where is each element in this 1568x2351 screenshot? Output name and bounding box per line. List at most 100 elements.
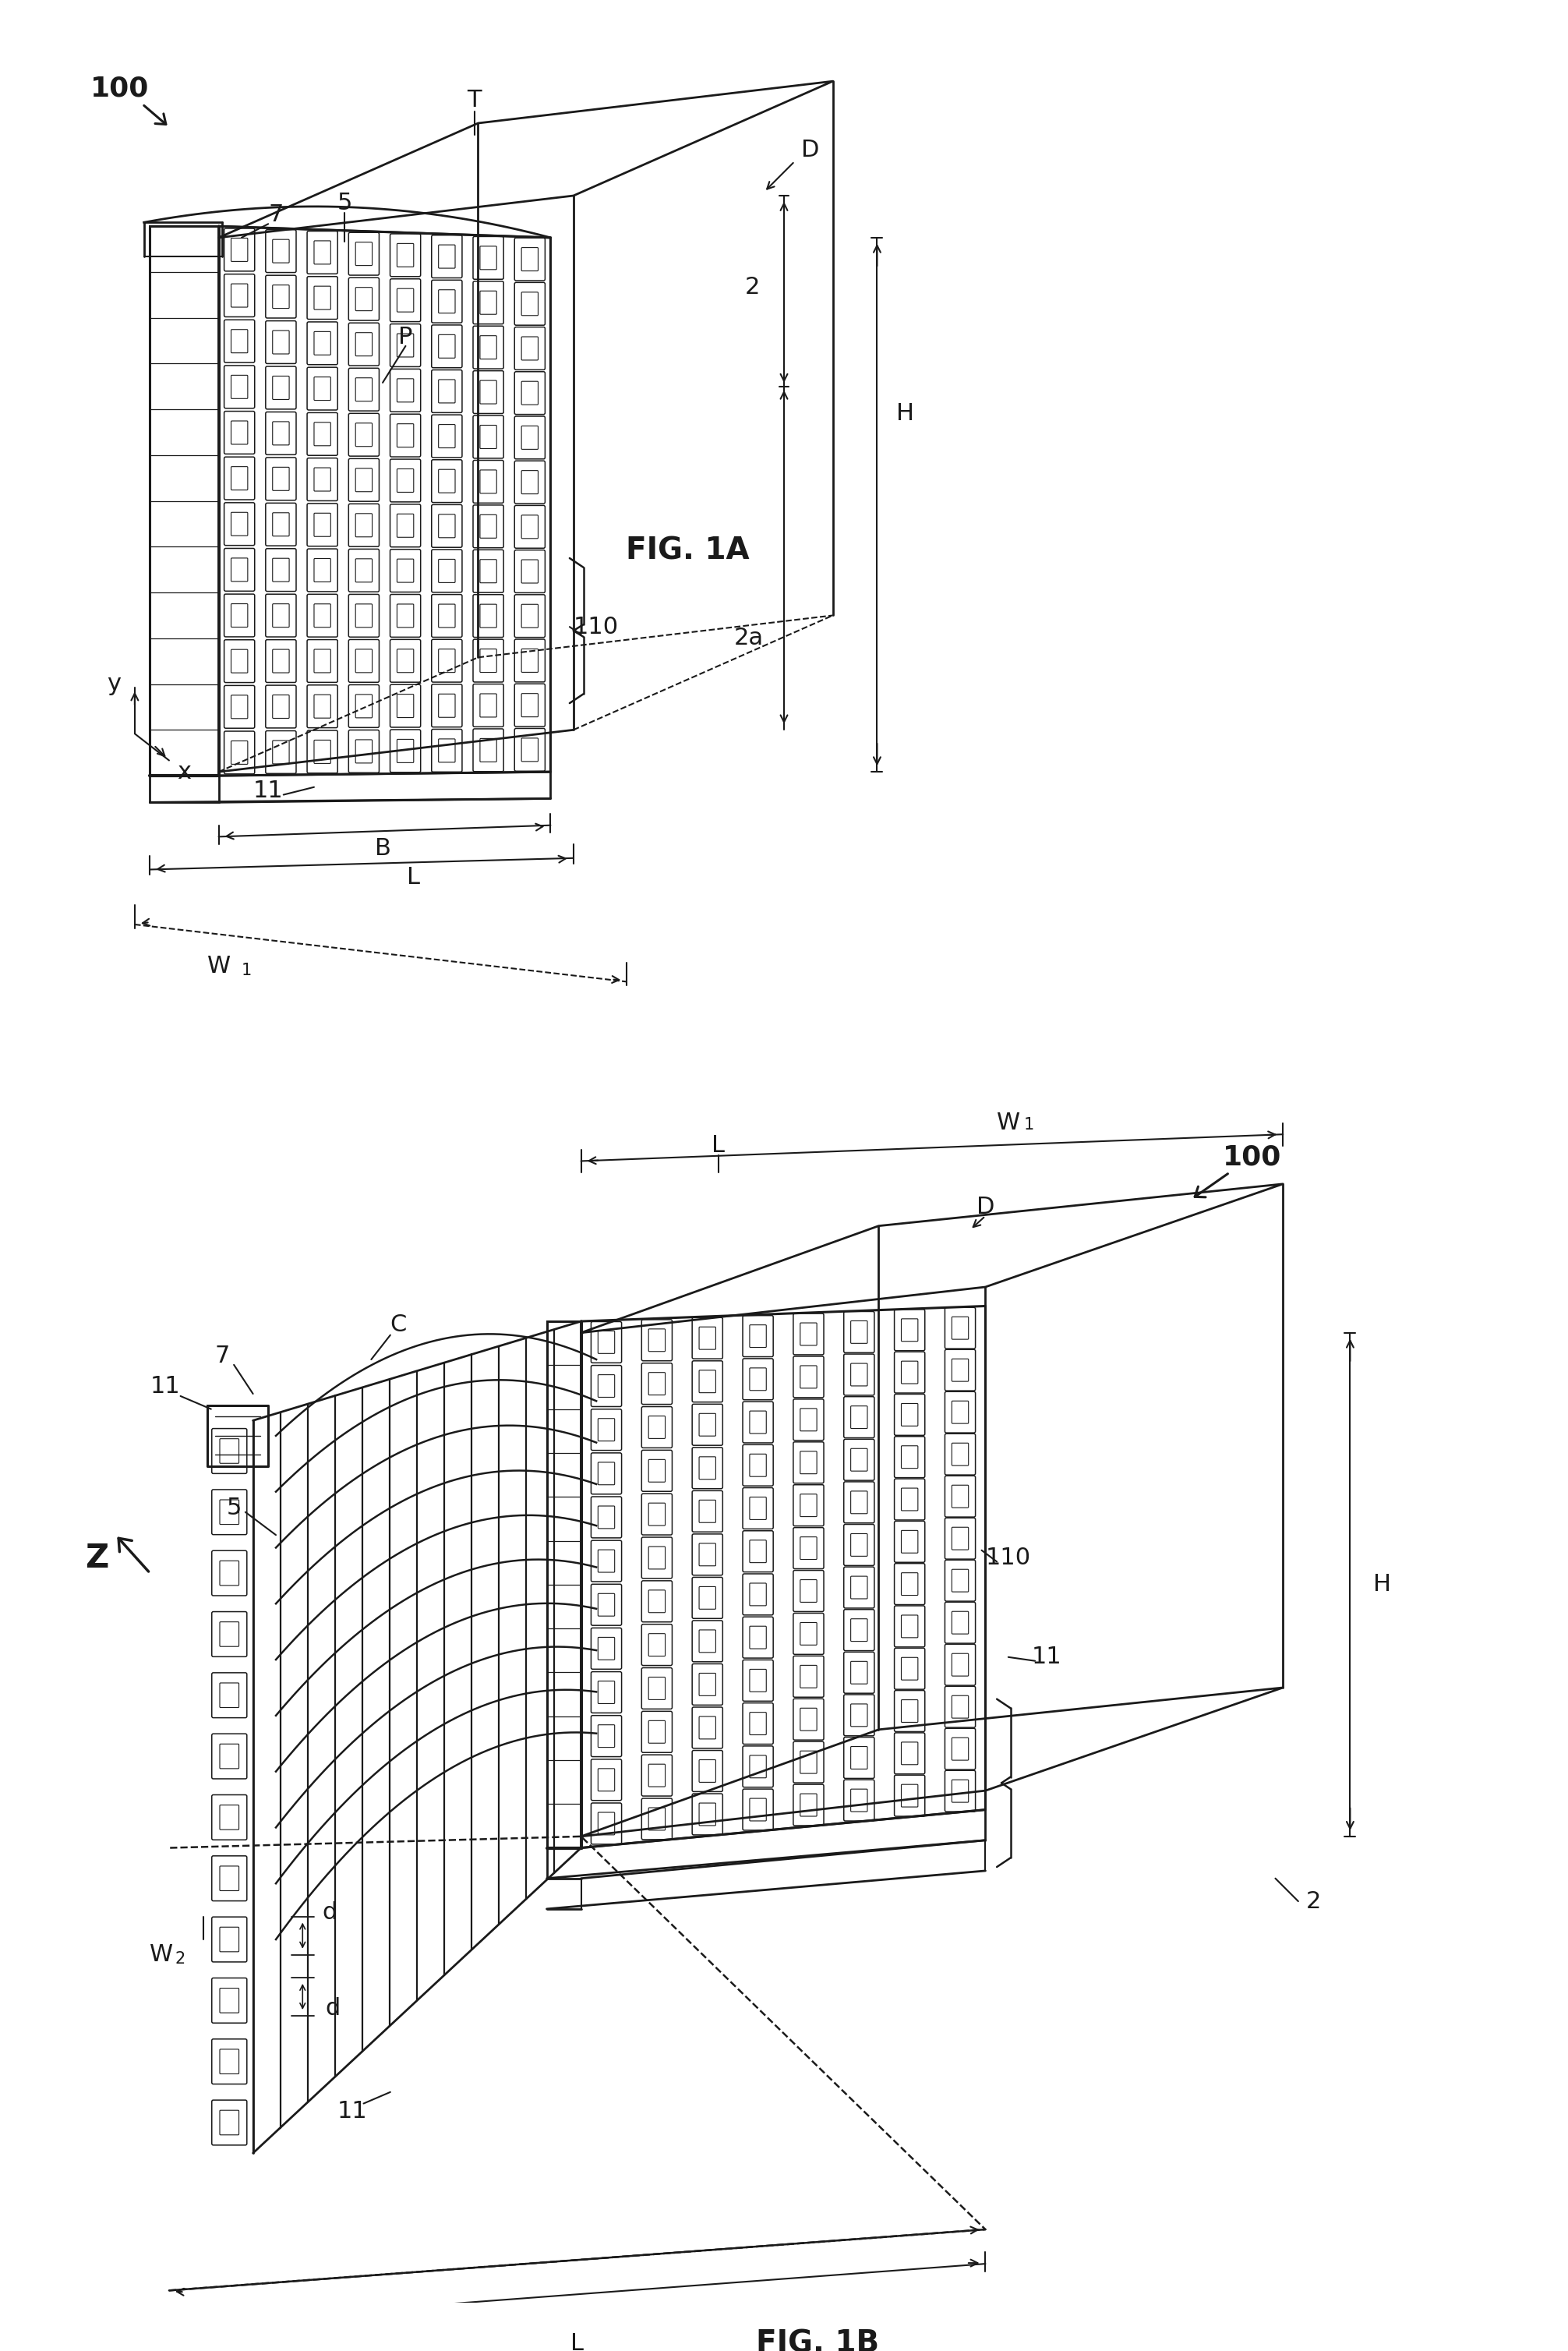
FancyBboxPatch shape	[356, 331, 372, 355]
FancyBboxPatch shape	[844, 1312, 875, 1352]
FancyBboxPatch shape	[793, 1441, 823, 1483]
FancyBboxPatch shape	[946, 1434, 975, 1474]
FancyBboxPatch shape	[851, 1662, 867, 1683]
FancyBboxPatch shape	[597, 1681, 615, 1704]
Text: P: P	[398, 324, 412, 348]
FancyBboxPatch shape	[348, 369, 379, 411]
Text: d: d	[321, 1902, 337, 1923]
FancyBboxPatch shape	[474, 327, 503, 369]
Text: 100: 100	[89, 75, 149, 101]
FancyBboxPatch shape	[844, 1695, 875, 1735]
FancyBboxPatch shape	[851, 1747, 867, 1768]
Text: 7: 7	[215, 1345, 230, 1366]
FancyBboxPatch shape	[220, 1744, 238, 1768]
FancyBboxPatch shape	[390, 233, 420, 277]
FancyBboxPatch shape	[314, 376, 331, 400]
FancyBboxPatch shape	[224, 364, 254, 409]
FancyBboxPatch shape	[649, 1589, 665, 1613]
FancyBboxPatch shape	[480, 738, 497, 762]
FancyBboxPatch shape	[390, 458, 420, 501]
FancyBboxPatch shape	[474, 505, 503, 548]
FancyBboxPatch shape	[743, 1317, 773, 1357]
FancyBboxPatch shape	[230, 329, 248, 353]
FancyBboxPatch shape	[514, 461, 546, 503]
FancyBboxPatch shape	[597, 1331, 615, 1354]
FancyBboxPatch shape	[946, 1392, 975, 1432]
FancyBboxPatch shape	[649, 1328, 665, 1352]
FancyBboxPatch shape	[273, 741, 289, 764]
FancyBboxPatch shape	[522, 515, 538, 538]
FancyBboxPatch shape	[348, 639, 379, 682]
FancyBboxPatch shape	[212, 1552, 246, 1596]
FancyBboxPatch shape	[224, 411, 254, 454]
FancyBboxPatch shape	[522, 381, 538, 404]
FancyBboxPatch shape	[230, 237, 248, 261]
FancyBboxPatch shape	[431, 461, 463, 503]
FancyBboxPatch shape	[597, 1375, 615, 1396]
FancyBboxPatch shape	[220, 1989, 238, 2012]
FancyBboxPatch shape	[800, 1665, 817, 1688]
FancyBboxPatch shape	[649, 1763, 665, 1787]
FancyBboxPatch shape	[591, 1716, 621, 1756]
FancyBboxPatch shape	[314, 468, 331, 491]
FancyBboxPatch shape	[265, 275, 296, 317]
FancyBboxPatch shape	[212, 1733, 246, 1780]
FancyBboxPatch shape	[793, 1528, 823, 1568]
FancyBboxPatch shape	[902, 1361, 917, 1385]
FancyBboxPatch shape	[522, 604, 538, 628]
FancyBboxPatch shape	[641, 1451, 673, 1491]
FancyBboxPatch shape	[902, 1784, 917, 1808]
Text: x: x	[177, 759, 191, 783]
FancyBboxPatch shape	[220, 1683, 238, 1707]
FancyBboxPatch shape	[314, 741, 331, 764]
FancyBboxPatch shape	[844, 1610, 875, 1650]
FancyBboxPatch shape	[851, 1575, 867, 1599]
FancyBboxPatch shape	[743, 1488, 773, 1528]
Text: Z: Z	[85, 1542, 108, 1575]
FancyBboxPatch shape	[390, 729, 420, 773]
FancyBboxPatch shape	[946, 1307, 975, 1349]
FancyBboxPatch shape	[851, 1364, 867, 1387]
FancyBboxPatch shape	[699, 1674, 715, 1695]
FancyBboxPatch shape	[314, 560, 331, 583]
FancyBboxPatch shape	[348, 322, 379, 367]
FancyBboxPatch shape	[597, 1594, 615, 1615]
FancyBboxPatch shape	[894, 1690, 925, 1733]
FancyBboxPatch shape	[691, 1491, 723, 1533]
FancyBboxPatch shape	[750, 1712, 767, 1735]
FancyBboxPatch shape	[224, 320, 254, 362]
FancyBboxPatch shape	[894, 1436, 925, 1479]
FancyBboxPatch shape	[851, 1406, 867, 1429]
FancyBboxPatch shape	[522, 738, 538, 762]
FancyBboxPatch shape	[597, 1507, 615, 1528]
FancyBboxPatch shape	[230, 421, 248, 444]
FancyBboxPatch shape	[439, 738, 455, 762]
FancyBboxPatch shape	[793, 1570, 823, 1610]
FancyBboxPatch shape	[641, 1406, 673, 1448]
FancyBboxPatch shape	[793, 1314, 823, 1354]
Text: L: L	[712, 1136, 724, 1157]
FancyBboxPatch shape	[314, 694, 331, 717]
Text: d: d	[326, 1996, 340, 2020]
FancyBboxPatch shape	[265, 731, 296, 773]
FancyBboxPatch shape	[480, 515, 497, 538]
Text: 110: 110	[574, 616, 619, 637]
FancyBboxPatch shape	[431, 414, 463, 458]
FancyBboxPatch shape	[591, 1408, 621, 1451]
FancyBboxPatch shape	[220, 1561, 238, 1585]
FancyBboxPatch shape	[894, 1775, 925, 1817]
FancyBboxPatch shape	[220, 2111, 238, 2135]
FancyBboxPatch shape	[952, 1401, 969, 1422]
FancyBboxPatch shape	[348, 414, 379, 456]
FancyBboxPatch shape	[397, 649, 414, 672]
FancyBboxPatch shape	[844, 1523, 875, 1566]
FancyBboxPatch shape	[750, 1540, 767, 1563]
FancyBboxPatch shape	[224, 548, 254, 590]
FancyBboxPatch shape	[902, 1742, 917, 1766]
FancyBboxPatch shape	[699, 1326, 715, 1349]
FancyBboxPatch shape	[314, 423, 331, 447]
FancyBboxPatch shape	[952, 1610, 969, 1634]
FancyBboxPatch shape	[851, 1789, 867, 1813]
FancyBboxPatch shape	[952, 1317, 969, 1340]
FancyBboxPatch shape	[224, 639, 254, 682]
